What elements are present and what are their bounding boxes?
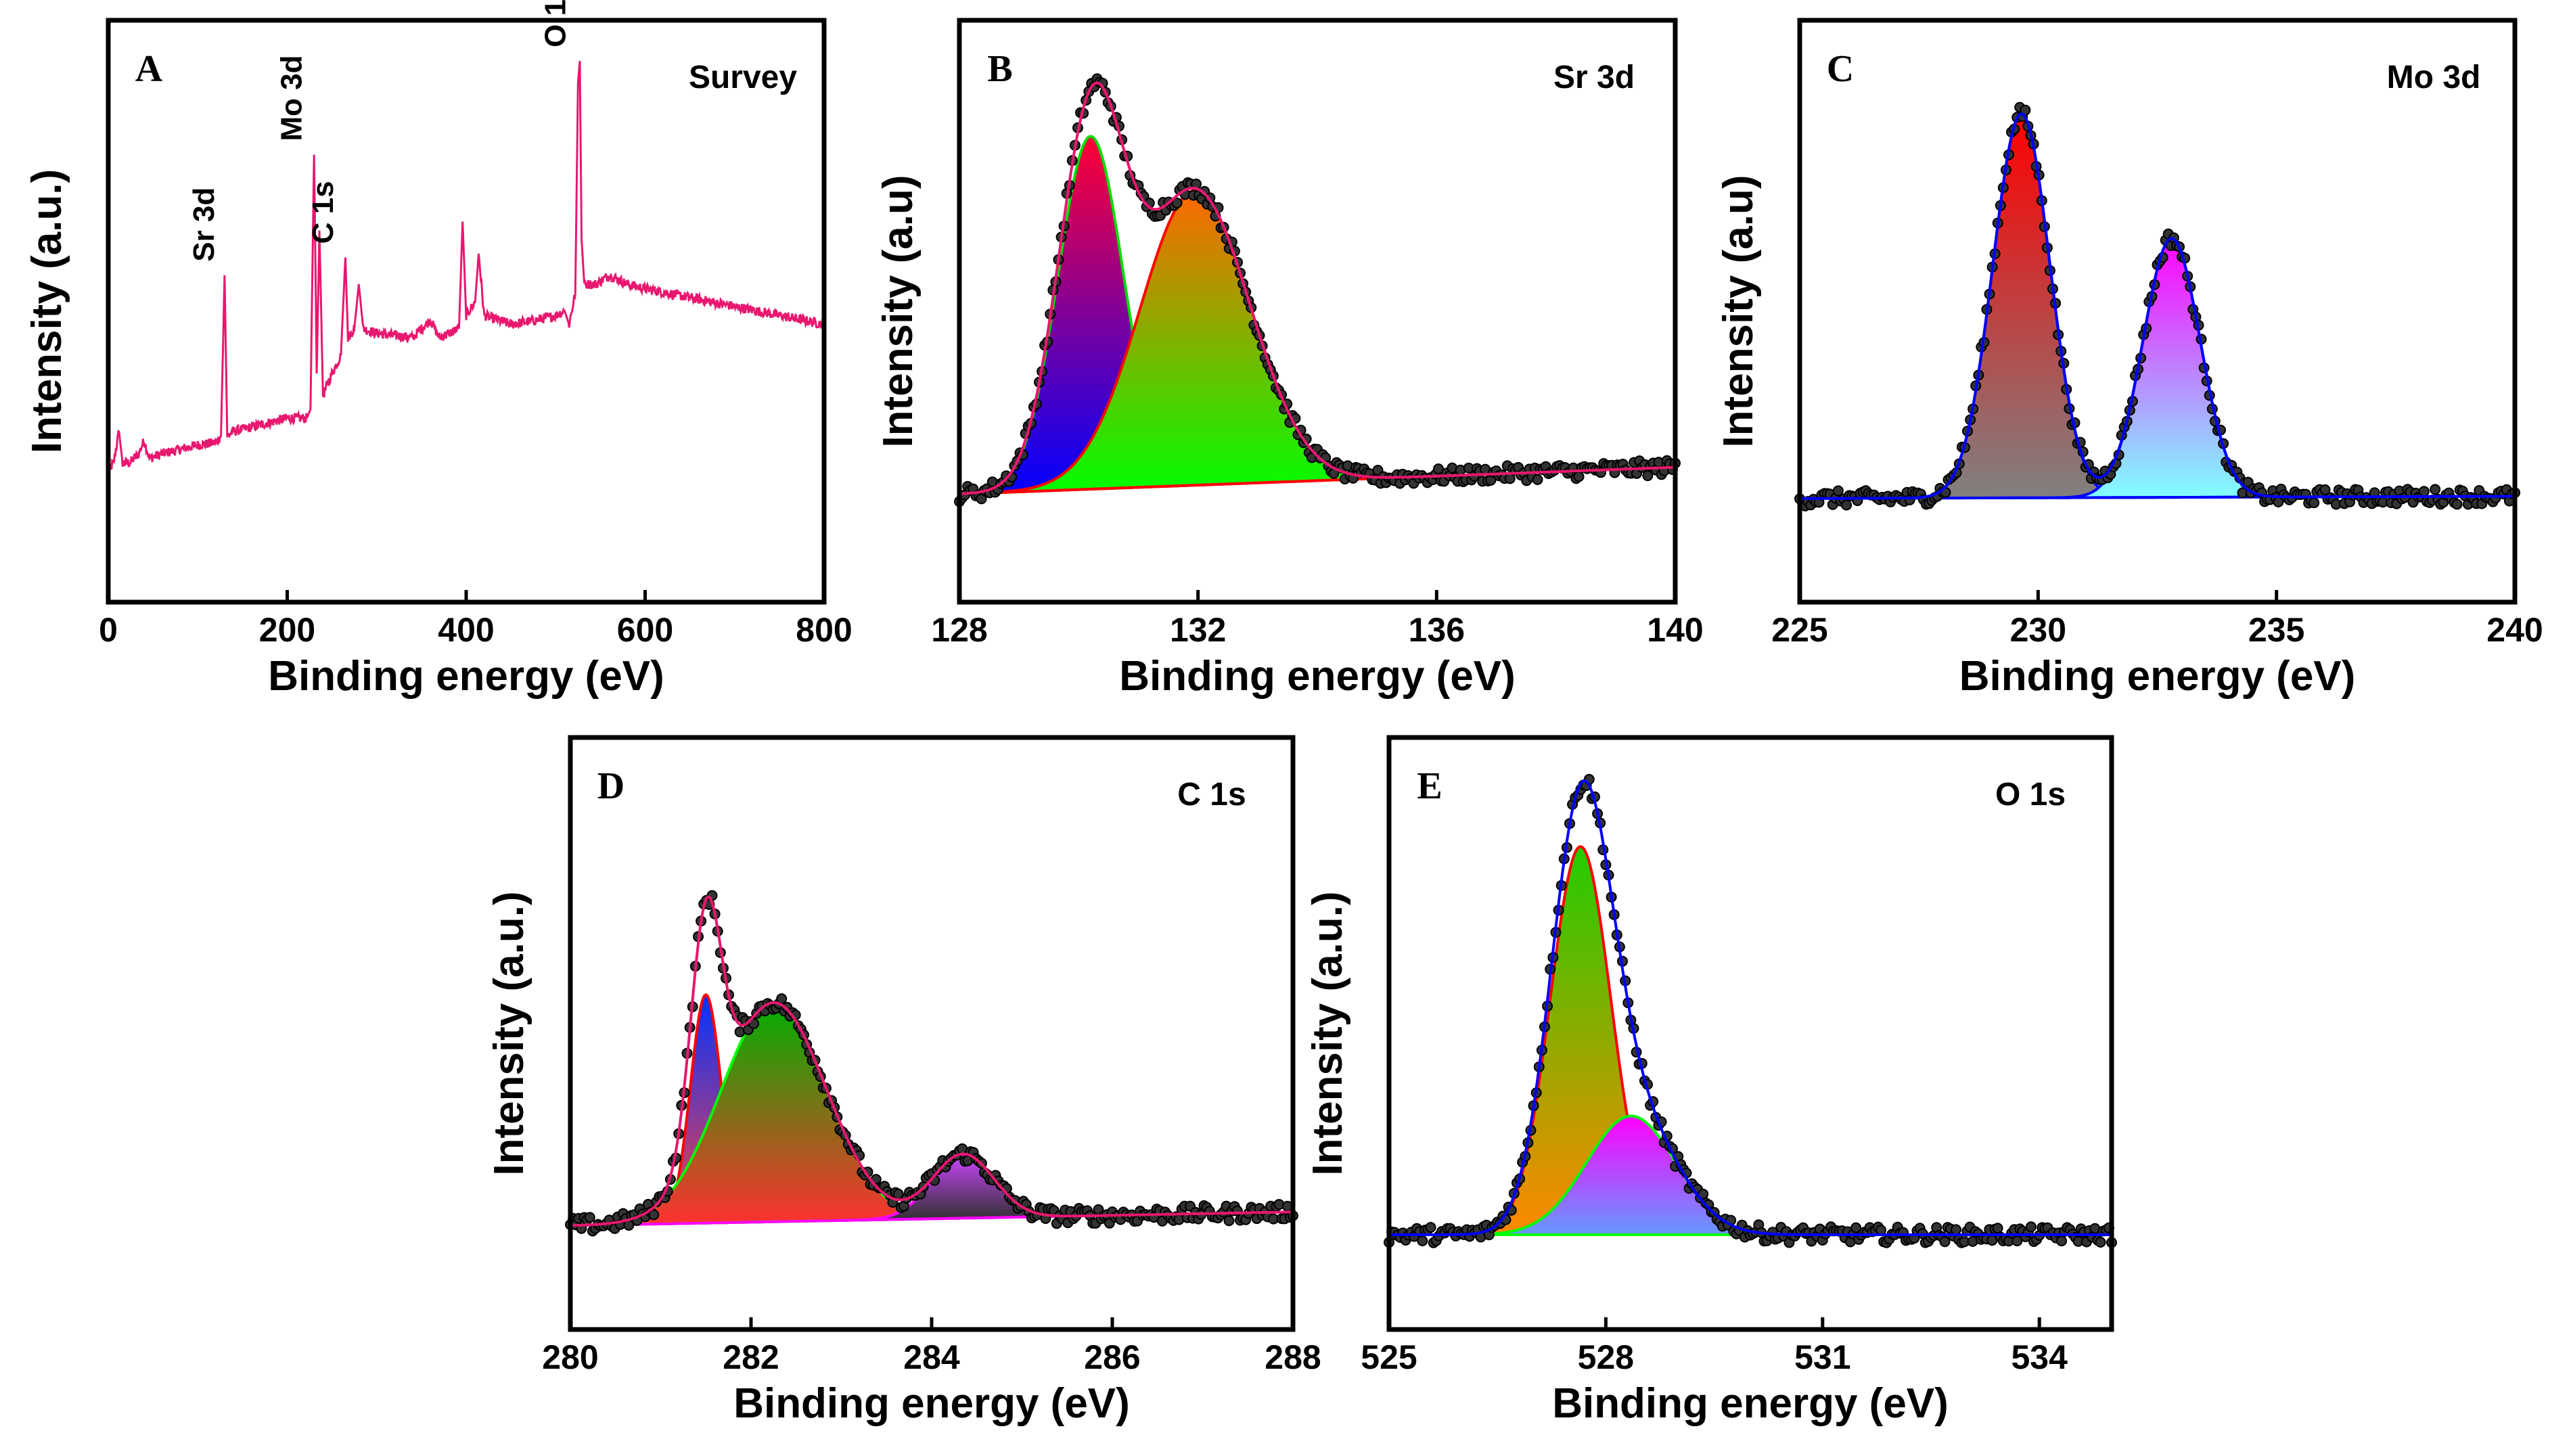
data-point: [1850, 1222, 1862, 1233]
panel-letter: E: [1417, 765, 1442, 807]
data-point: [1939, 1236, 1951, 1248]
data-point: [1573, 471, 1585, 482]
data-point: [1433, 463, 1444, 474]
data-point: [1992, 1223, 2003, 1234]
x-tick-label: 140: [1647, 611, 1703, 649]
panel-letter: A: [135, 48, 163, 90]
x-tick-label: 230: [2010, 611, 2066, 649]
envelope-fit-line: [1800, 112, 2515, 500]
x-tick-label: 200: [259, 611, 315, 649]
plot-frame: [1797, 18, 2518, 605]
data-point: [2430, 484, 2441, 495]
data-point: [748, 1018, 760, 1029]
envelope-fit-line: [570, 895, 1293, 1227]
data-point: [1642, 470, 1654, 482]
peak-annotation-label: Sr 3d: [187, 187, 221, 262]
y-axis-label: Intensity (a.u.): [24, 169, 70, 453]
x-axis-label: Binding energy (eV): [1552, 1380, 1949, 1427]
experimental-data-points: [1384, 773, 2117, 1248]
panel-letter: C: [1827, 48, 1854, 90]
data-point: [1504, 473, 1516, 484]
data-point: [584, 1212, 595, 1223]
x-tick-label: 136: [1409, 611, 1465, 649]
data-point: [1532, 474, 1543, 485]
plot-frame: [568, 735, 1296, 1332]
panel-title: Survey: [689, 60, 797, 95]
x-tick-label: 286: [1084, 1338, 1140, 1376]
component-peak-1: [1905, 112, 2137, 500]
panel-e-o1s: 525 528 531 534 E O 1s Binding energy (eV) Inte…: [1304, 735, 2117, 1427]
data-point: [2418, 486, 2430, 497]
peak-annotation-label: Mo 3d: [275, 55, 308, 141]
panel-a-survey: 0 200 400 600 800 Sr 3d Mo 3d C 1s O 1s A Survey Bi…: [24, 0, 852, 700]
plot-frame: [957, 18, 1678, 605]
panel-title: C 1s: [1177, 777, 1246, 813]
x-tick-label: 240: [2486, 611, 2543, 649]
data-point: [2309, 497, 2320, 509]
panel-title: Sr 3d: [1553, 60, 1635, 95]
envelope-fit-line: [1389, 779, 2112, 1236]
survey-spectrum-line: [107, 60, 825, 474]
plot-frame: [106, 18, 827, 605]
data-point: [1223, 1215, 1235, 1227]
envelope-fit-line: [959, 81, 1676, 495]
x-tick-label: 128: [931, 611, 987, 649]
x-axis-label: Binding energy (eV): [1119, 653, 1516, 700]
x-tick-label: 800: [796, 611, 852, 649]
x-tick-label: 528: [1578, 1338, 1634, 1376]
peak-annotation-label: O 1s: [539, 0, 572, 47]
data-point: [2095, 1237, 2106, 1248]
data-point: [1417, 1235, 1428, 1246]
data-point: [2025, 1221, 2037, 1233]
data-point: [1425, 1222, 1436, 1233]
data-point: [1841, 499, 1852, 511]
x-tick-label: 132: [1170, 611, 1226, 649]
x-tick-label: 288: [1265, 1338, 1321, 1376]
y-axis-label: Intensity (a.u): [1715, 175, 1762, 447]
x-tick-label: 235: [2248, 611, 2304, 649]
y-axis-label: Intensity (a.u.): [1304, 891, 1351, 1175]
x-axis-label: Binding energy (eV): [268, 653, 664, 700]
peak-annotation-label: C 1s: [306, 181, 340, 244]
panel-b-sr3d: 128 132 136 140 B Sr 3d Binding energy (eV) Int…: [875, 18, 1704, 700]
component-peak-2: [2055, 237, 2288, 499]
x-tick-label: 400: [438, 611, 494, 649]
data-point: [2451, 499, 2463, 510]
panel-title: Mo 3d: [2387, 60, 2481, 95]
x-tick-label: 225: [1771, 611, 1827, 649]
data-point: [1951, 1224, 1961, 1235]
data-point: [1832, 485, 1844, 497]
data-point: [2011, 1235, 2023, 1247]
experimental-data-points: [565, 890, 1298, 1237]
data-point: [2319, 484, 2331, 495]
x-axis-label: Binding energy (eV): [1959, 653, 2356, 700]
x-tick-label: 282: [723, 1338, 779, 1376]
plot-frame: [1386, 735, 2114, 1332]
x-tick-label: 600: [617, 611, 673, 649]
x-tick-label: 284: [903, 1338, 960, 1376]
y-axis-label: Intensity (a.u): [875, 175, 922, 447]
panel-c-mo3d: 225 230 235 240 C Mo 3d Binding energy (eV) Int…: [1715, 18, 2543, 700]
x-tick-label: 280: [542, 1338, 598, 1376]
panel-title: O 1s: [1995, 777, 2066, 813]
y-axis-label: Intensity (a.u.): [486, 891, 532, 1175]
data-point: [2056, 1235, 2068, 1247]
panel-letter: B: [987, 48, 1012, 90]
panel-letter: D: [597, 765, 624, 807]
x-tick-label: 531: [1794, 1338, 1850, 1376]
panel-d-c1s: 280 282 284 286 288 D C 1s Binding energy (eV) I…: [486, 735, 1321, 1427]
data-point: [648, 1209, 660, 1221]
data-point: [1171, 198, 1183, 208]
x-tick-label: 0: [99, 611, 118, 649]
x-tick-label: 534: [2011, 1338, 2068, 1376]
x-axis-label: Binding energy (eV): [733, 1380, 1130, 1427]
data-point: [706, 890, 718, 901]
x-tick-label: 525: [1361, 1338, 1417, 1376]
